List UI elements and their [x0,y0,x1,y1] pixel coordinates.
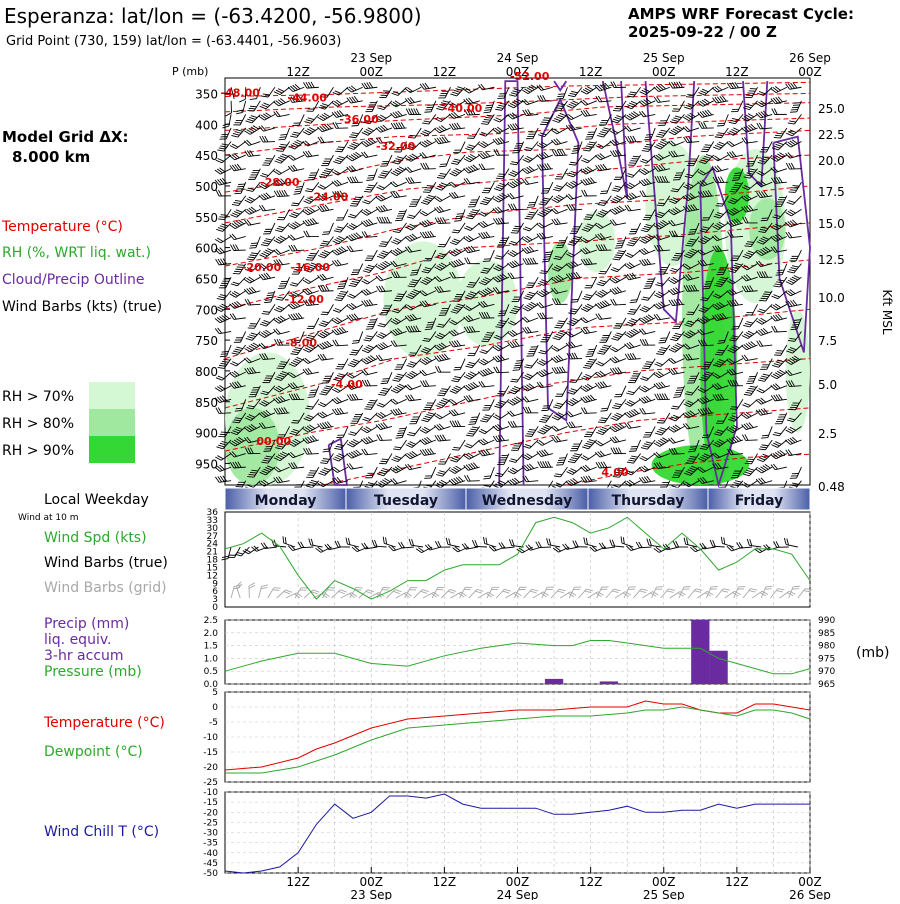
top-hour-tick: 12Z [579,65,603,79]
grid-value: 8.000 km [12,148,90,166]
rh-region [548,241,572,303]
grid-label: Model Grid ΔX: [2,128,129,146]
top-hour-tick: 00Z [652,65,676,79]
top-date-label: 24 Sep [497,51,539,65]
cycle-title: AMPS WRF Forecast Cycle: [628,5,854,23]
top-hour-tick: 00Z [360,65,384,79]
top-hour-tick: 12Z [433,65,457,79]
top-hour-tick: 12Z [286,65,310,79]
cycle-date: 2025-09-22 / 00 Z [628,23,777,41]
barb-shaft [468,481,480,482]
grid-point-subtitle: Grid Point (730, 159) lat/lon = (-63.440… [6,34,341,49]
rh-region [652,445,750,485]
top-hour-tick: 00Z [798,65,822,79]
top-date-label: 26 Sep [789,51,831,65]
top-date-label: 25 Sep [643,51,685,65]
barb-shaft [541,101,553,102]
top-date-label: 23 Sep [350,51,392,65]
sounding-panel: -48.00-44.00-40.00-36.00-32.00-28.00-24.… [195,70,845,495]
p-axis-label: P (mb) [172,65,208,78]
top-hour-tick: 12Z [725,65,749,79]
station-title: Esperanza: lat/lon = (-63.4200, -56.9800… [4,4,422,28]
barb-shaft [321,291,333,292]
